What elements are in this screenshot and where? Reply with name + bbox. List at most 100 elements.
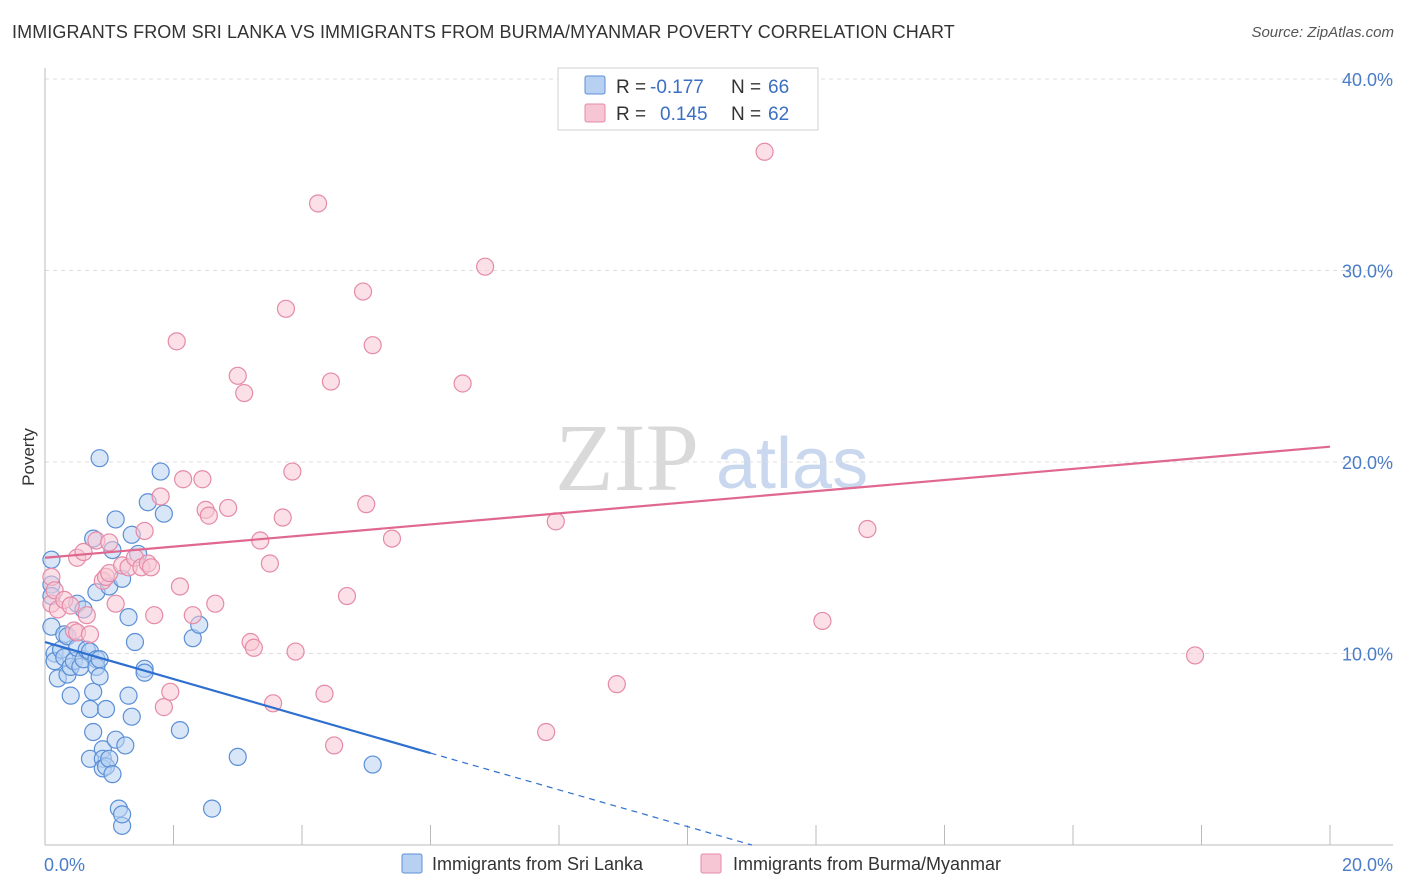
point-sri-lanka: [90, 449, 109, 468]
point-sri-lanka: [122, 707, 141, 726]
y-tick-label-10: 10.0%: [1342, 645, 1393, 665]
point-sri-lanka: [61, 686, 80, 705]
legend-swatch-pink: [584, 103, 606, 123]
point-burma: [353, 282, 373, 301]
point-sri-lanka: [363, 755, 382, 774]
point-burma: [170, 577, 190, 596]
y-tick-label-40: 40.0%: [1342, 70, 1393, 90]
legend-swatch-blue: [584, 75, 606, 95]
y-tick-label-20: 20.0%: [1342, 453, 1393, 473]
bottom-legend-swatch-blue: [401, 853, 423, 874]
point-burma: [813, 611, 832, 631]
point-burma: [219, 498, 238, 518]
point-sri-lanka: [90, 667, 109, 686]
point-burma: [174, 470, 193, 489]
point-sri-lanka: [96, 699, 116, 719]
point-burma: [283, 462, 302, 481]
trend-line-sri-lanka-extension: [430, 752, 752, 846]
trend-line-burma: [44, 445, 1331, 559]
x-axis-ticks: [173, 825, 1331, 845]
point-burma: [858, 519, 877, 539]
point-burma: [325, 736, 344, 755]
point-burma: [476, 257, 495, 276]
watermark: ZIP atlas: [555, 404, 868, 511]
bottom-legend: Immigrants from Sri Lanka Immigrants fro…: [401, 853, 1001, 874]
point-burma: [61, 596, 80, 615]
point-burma: [106, 594, 125, 613]
legend-n-label-1: N =: [731, 77, 761, 98]
point-sri-lanka: [84, 722, 103, 742]
watermark-zip: ZIP: [555, 404, 699, 511]
legend-box: R = -0.177 N = 66 R = 0.145 N = 62: [557, 67, 819, 131]
point-burma: [607, 675, 626, 694]
legend-n-value-2: 62: [768, 104, 789, 125]
point-burma: [145, 606, 164, 625]
point-burma: [167, 332, 186, 351]
bottom-legend-label-sri-lanka: Immigrants from Sri Lanka: [432, 854, 644, 874]
point-sri-lanka: [119, 608, 138, 627]
point-burma: [161, 682, 180, 701]
point-burma: [135, 521, 154, 541]
gridlines: [45, 78, 1393, 654]
point-burma: [546, 512, 565, 531]
point-sri-lanka: [125, 632, 145, 652]
point-burma: [273, 508, 292, 527]
legend-r-value-2: 0.145: [660, 104, 708, 125]
point-burma: [276, 299, 296, 318]
point-sri-lanka: [154, 504, 173, 523]
point-burma: [141, 558, 161, 577]
point-burma: [183, 606, 202, 625]
point-burma: [755, 142, 774, 161]
point-burma: [80, 625, 100, 644]
legend-r-value-1: -0.177: [650, 77, 704, 98]
point-sri-lanka: [42, 550, 61, 569]
point-sri-lanka: [103, 765, 122, 784]
point-burma: [286, 642, 305, 661]
y-axis-title: Poverty: [19, 428, 38, 486]
legend-n-label-2: N =: [731, 104, 761, 125]
y-tick-label-30: 30.0%: [1342, 262, 1393, 282]
point-burma: [206, 594, 225, 613]
point-burma: [315, 684, 334, 703]
x-tick-label-max: 20.0%: [1342, 855, 1393, 875]
source-credit: Source: ZipAtlas.com: [1251, 24, 1394, 41]
legend-r-label-2: R =: [616, 104, 646, 125]
point-burma: [244, 638, 263, 657]
point-sri-lanka: [112, 805, 132, 824]
chart-title: IMMIGRANTS FROM SRI LANKA VS IMMIGRANTS …: [12, 22, 955, 42]
point-burma: [363, 336, 382, 355]
point-burma: [337, 586, 357, 606]
point-sri-lanka: [84, 682, 103, 701]
point-burma: [308, 194, 328, 213]
point-burma: [154, 698, 173, 717]
point-sri-lanka: [228, 747, 247, 767]
trend-line-sri-lanka: [44, 640, 431, 755]
point-burma: [77, 606, 96, 625]
point-burma: [357, 495, 376, 514]
point-burma: [1185, 646, 1205, 665]
x-tick-label-min: 0.0%: [44, 855, 85, 875]
point-burma: [260, 554, 279, 573]
point-burma: [151, 487, 170, 506]
point-sri-lanka: [202, 799, 222, 818]
point-sri-lanka: [100, 749, 119, 768]
bottom-legend-swatch-pink: [700, 853, 722, 874]
point-burma: [228, 366, 247, 385]
legend-n-value-1: 66: [768, 77, 789, 98]
point-sri-lanka: [151, 462, 170, 481]
point-burma: [453, 374, 472, 393]
point-sri-lanka: [119, 686, 138, 705]
watermark-atlas: atlas: [716, 424, 868, 504]
point-burma: [199, 506, 218, 525]
trend-lines: [44, 445, 1331, 846]
point-sri-lanka: [170, 720, 190, 740]
point-burma: [193, 470, 212, 489]
legend-r-label-1: R =: [616, 77, 646, 98]
point-burma: [321, 372, 341, 391]
point-sri-lanka: [106, 510, 125, 529]
point-sri-lanka: [80, 699, 100, 719]
point-burma: [235, 383, 254, 403]
point-burma: [537, 722, 556, 742]
point-sri-lanka: [116, 736, 135, 755]
